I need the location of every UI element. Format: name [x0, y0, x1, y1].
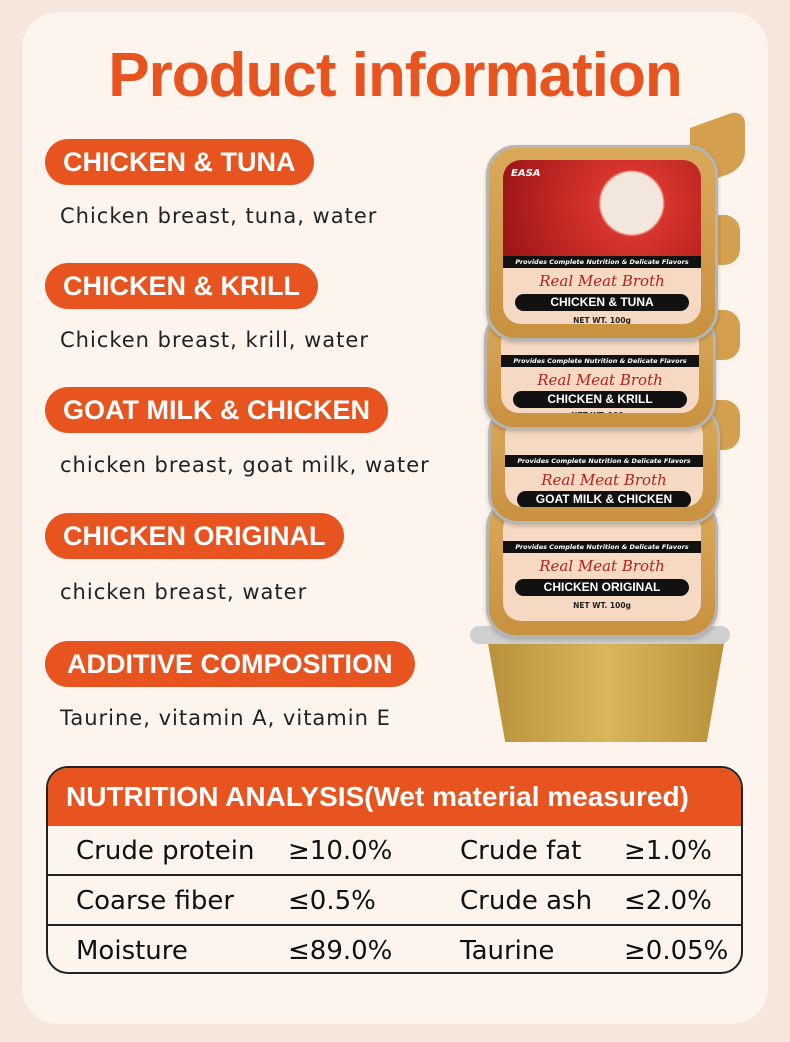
nutrient-value: ≥1.0%: [624, 836, 712, 866]
net-weight: NET WT. 100g: [573, 316, 631, 324]
nutrient-name: Crude fat: [460, 836, 582, 866]
product-label-chicken-tuna: CHICKEN & TUNA: [45, 139, 314, 185]
flavor-label: CHICKEN & KRILL: [513, 391, 687, 408]
product-label-chicken-krill: CHICKEN & KRILL: [45, 263, 318, 309]
nutrition-row: Crude protein ≥10.0% Crude fat ≥1.0%: [48, 826, 741, 876]
nutrient-value: ≤89.0%: [288, 936, 393, 966]
nutrient-value: ≤0.5%: [288, 886, 376, 916]
page-title: Product information: [108, 41, 682, 110]
nutrient-name: Crude protein: [76, 836, 255, 866]
nutrition-row: Coarse fiber ≤0.5% Crude ash ≤2.0%: [48, 876, 741, 926]
ingredients-chicken-tuna: Chicken breast, tuna, water: [60, 204, 378, 228]
nutrient-value: ≥0.05%: [624, 936, 729, 966]
flavor-label: CHICKEN & TUNA: [515, 294, 689, 311]
ingredients-goat-milk-chicken: chicken breast, goat milk, water: [60, 453, 430, 477]
tagline: Provides Complete Nutrition & Delicate F…: [501, 355, 699, 367]
tray-chicken-tuna: EASA Provides Complete Nutrition & Delic…: [486, 145, 718, 341]
ingredients-chicken-krill: Chicken breast, krill, water: [60, 328, 369, 352]
cat-photo: [503, 160, 701, 256]
tagline: Provides Complete Nutrition & Delicate F…: [503, 256, 701, 268]
nutrient-value: ≥10.0%: [288, 836, 393, 866]
tagline: Provides Complete Nutrition & Delicate F…: [503, 541, 701, 553]
script-title: Real Meat Broth: [537, 371, 663, 389]
additive-value: Taurine, vitamin A, vitamin E: [60, 706, 391, 730]
flavor-label: GOAT MILK & CHICKEN: [517, 491, 691, 507]
nutrition-row: Moisture ≤89.0% Taurine ≥0.05%: [48, 926, 741, 972]
script-title: Real Meat Broth: [541, 471, 667, 489]
product-label-chicken-original: CHICKEN ORIGINAL: [45, 513, 344, 559]
nutrient-name: Coarse fiber: [76, 886, 235, 916]
product-label-goat-milk-chicken: GOAT MILK & CHICKEN: [45, 387, 388, 433]
tagline: Provides Complete Nutrition & Delicate F…: [505, 455, 703, 467]
nutrient-name: Crude ash: [460, 886, 593, 916]
net-weight: NET WT. 100g: [573, 601, 631, 610]
script-title: Real Meat Broth: [539, 557, 665, 575]
nutrient-value: ≤2.0%: [624, 886, 712, 916]
nutrition-table: NUTRITION ANALYSIS(Wet material measured…: [46, 766, 743, 974]
additive-label: ADDITIVE COMPOSITION: [45, 641, 415, 687]
nutrient-name: Taurine: [460, 936, 555, 966]
flavor-label: CHICKEN ORIGINAL: [515, 579, 689, 596]
brand-logo: EASA: [511, 168, 541, 179]
script-title: Real Meat Broth: [539, 272, 665, 290]
nutrition-heading: NUTRITION ANALYSIS(Wet material measured…: [48, 768, 741, 826]
ingredients-chicken-original: chicken breast, water: [60, 580, 308, 604]
net-weight: NET WT. 100g: [501, 411, 699, 413]
nutrient-name: Moisture: [76, 936, 188, 966]
open-tray: [486, 632, 726, 742]
